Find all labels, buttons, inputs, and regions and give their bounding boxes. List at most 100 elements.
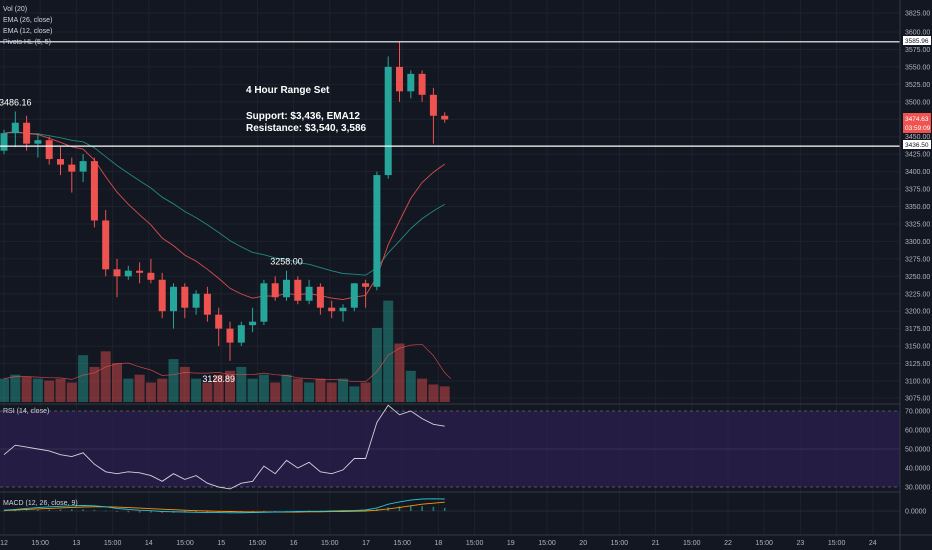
volume-bar [89, 366, 100, 402]
annotation-support[interactable]: Support: $3,436, EMA12 [246, 111, 360, 122]
candle-body[interactable] [158, 279, 166, 312]
legend-ema26[interactable]: EMA (26, close) [3, 17, 52, 24]
volume-bar [123, 378, 134, 402]
volume-bar [157, 378, 168, 402]
volume-bar [292, 378, 303, 402]
level-top-tag-text: 3585.96 [905, 38, 929, 45]
time-axis-label: 15:00 [755, 540, 773, 547]
last-price-tag [903, 113, 931, 133]
price-axis-label: 3450.00 [905, 134, 930, 141]
candle-body[interactable] [57, 159, 64, 165]
candle-body[interactable] [90, 161, 98, 221]
volume-bar [21, 376, 32, 402]
candle-body[interactable] [396, 66, 403, 92]
candle-body[interactable] [136, 270, 144, 273]
candle-body[interactable] [373, 175, 381, 287]
price-axis[interactable]: 3825.00 3600.00 3575.00 3550.00 3525.00 3500.… [905, 11, 930, 403]
macd-hist-bar [410, 505, 412, 511]
legend-macd[interactable]: MACD (12, 26, close, 9) [3, 500, 78, 507]
candle-body[interactable] [441, 115, 449, 120]
macd-hist-bar [82, 509, 84, 511]
candle-body[interactable] [147, 272, 155, 280]
price-axis-label: 3175.00 [905, 326, 930, 333]
candle-body[interactable] [226, 328, 234, 343]
candle-body[interactable] [203, 293, 211, 315]
candle-body[interactable] [384, 66, 392, 176]
candle-body[interactable] [350, 283, 358, 308]
macd-hist-bar [3, 510, 5, 512]
volume-bar [10, 374, 21, 402]
price-axis-label: 3600.00 [905, 30, 930, 37]
annotation-title[interactable]: 4 Hour Range Set [246, 85, 330, 96]
volume-bar [145, 382, 156, 402]
legend-vol[interactable]: Vol (20) [3, 6, 27, 13]
volume-bar [44, 380, 55, 402]
price-axis-label: 3300.00 [905, 239, 930, 246]
candle-body[interactable] [124, 270, 132, 277]
candle-body[interactable] [316, 286, 324, 308]
candle-body[interactable] [192, 293, 200, 308]
candle-body[interactable] [362, 283, 370, 287]
price-axis-label: 3500.00 [905, 99, 930, 106]
candle-body[interactable] [237, 325, 245, 343]
candle-body[interactable] [215, 314, 223, 329]
time-axis-label: 17 [362, 540, 370, 547]
candle-body[interactable] [283, 279, 290, 298]
macd-hist-bar [25, 510, 28, 511]
candle-body[interactable] [23, 122, 31, 144]
candle-body[interactable] [305, 286, 313, 301]
countdown-text: 03:59:09 [905, 125, 931, 132]
candle-body[interactable] [113, 269, 121, 277]
candle-body[interactable] [170, 286, 177, 312]
volume-bar [371, 327, 382, 402]
macd-axis-label: 0.0000 [905, 509, 927, 516]
candle-body[interactable] [79, 161, 87, 172]
macd-pane [0, 498, 900, 514]
candle-body[interactable] [294, 279, 302, 301]
time-axis-label: 14 [145, 540, 153, 547]
candle-body[interactable] [339, 307, 347, 312]
legend-pivots[interactable]: Pivots HL (5, 5) [3, 39, 51, 46]
legend-rsi[interactable]: RSI (14, close) [3, 408, 49, 415]
candle-body[interactable] [11, 122, 19, 134]
price-axis-label: 3325.00 [905, 221, 930, 228]
time-axis[interactable]: 12 15:00 13 15:00 14 15:00 15 15:00 16 15:00 17 15:… [0, 540, 877, 547]
volume-bar [100, 351, 111, 402]
pivot-label: 3258.00 [270, 257, 303, 267]
candle-body[interactable] [407, 73, 415, 92]
macd-hist-bar [104, 510, 107, 512]
candle-body[interactable] [260, 283, 268, 322]
volume-bar [112, 363, 122, 402]
macd-hist-bar [116, 511, 118, 512]
candles[interactable] [0, 41, 449, 361]
volume-bar [439, 386, 450, 402]
horizontal-levels[interactable] [0, 41, 900, 147]
candle-body[interactable] [249, 321, 257, 326]
candle-body[interactable] [45, 140, 53, 160]
candle-body[interactable] [34, 140, 42, 144]
candle-body[interactable] [181, 286, 189, 308]
volume-bar [225, 370, 235, 402]
candle-body[interactable] [0, 133, 8, 151]
volume-bars [0, 300, 451, 402]
level-top-tag [903, 36, 931, 45]
candle-body[interactable] [271, 283, 279, 298]
candle-body[interactable] [102, 220, 110, 270]
volume-bar [360, 382, 371, 402]
price-axis-label: 3575.00 [905, 47, 930, 54]
pivot-label: 3486.16 [0, 97, 32, 107]
macd-hist-bar [93, 509, 96, 511]
volume-bar [32, 378, 43, 402]
candle-body[interactable] [68, 164, 76, 172]
candle-body[interactable] [328, 307, 336, 312]
macd-hist-bar [195, 511, 197, 513]
volume-bar [179, 366, 190, 402]
ema12-line [3, 131, 445, 301]
candle-body[interactable] [429, 94, 437, 116]
volume-bar [168, 359, 179, 402]
candle-body[interactable] [418, 73, 426, 95]
annotation-resistance[interactable]: Resistance: $3,540, 3,586 [246, 123, 367, 134]
legend-ema12[interactable]: EMA (12, close) [3, 28, 52, 35]
macd-signal-line [3, 501, 445, 513]
